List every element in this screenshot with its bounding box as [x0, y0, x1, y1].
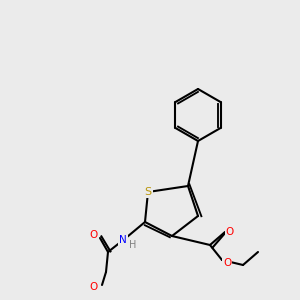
Text: O: O	[90, 282, 98, 292]
Text: S: S	[144, 187, 152, 197]
Text: O: O	[226, 227, 234, 237]
Text: O: O	[223, 258, 231, 268]
Text: H: H	[129, 240, 137, 250]
Text: N: N	[119, 235, 127, 245]
Text: O: O	[89, 230, 97, 240]
